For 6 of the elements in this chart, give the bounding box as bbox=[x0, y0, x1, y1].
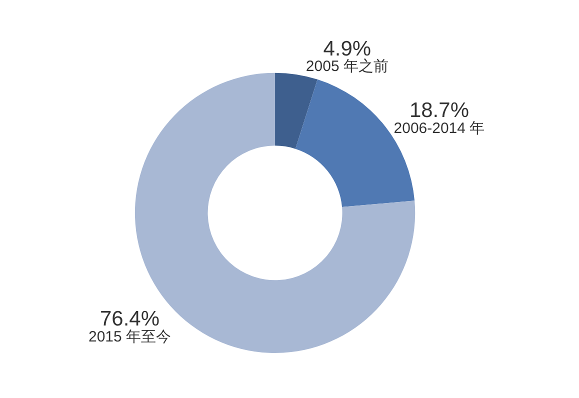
slice-label: 2015 年至今 bbox=[88, 328, 172, 346]
slice-label: 2005 年之前 bbox=[306, 58, 388, 75]
slice-label: 2006-2014 年 bbox=[394, 120, 485, 137]
donut-slice bbox=[275, 72, 318, 149]
data-label: 18.7% bbox=[409, 99, 469, 122]
data-label: 76.4% bbox=[100, 308, 160, 331]
